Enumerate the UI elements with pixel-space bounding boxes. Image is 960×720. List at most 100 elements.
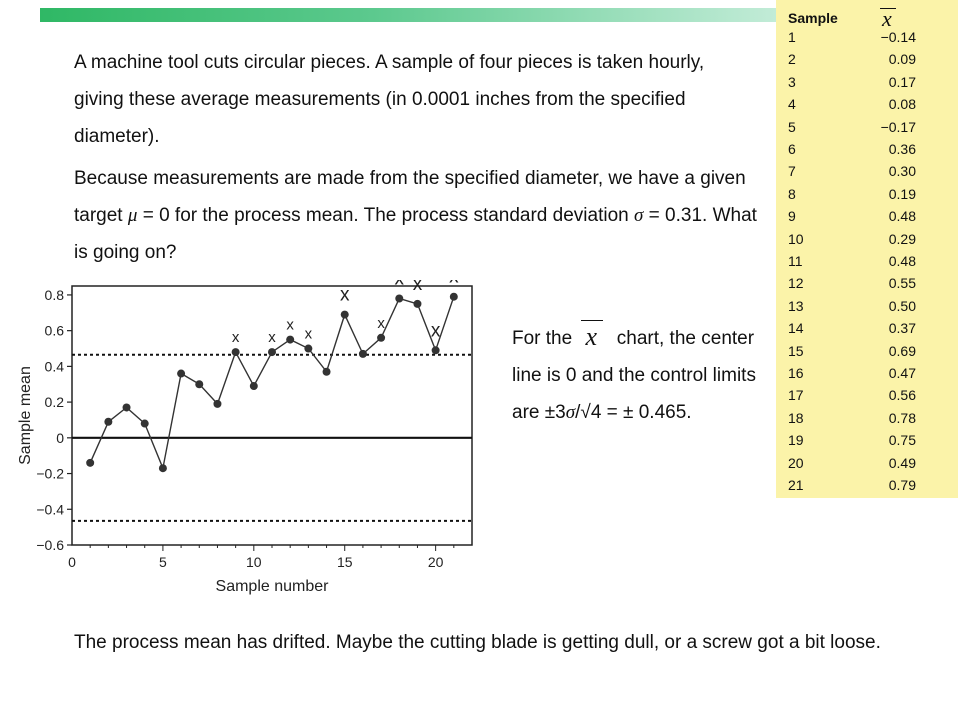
data-point — [413, 299, 422, 308]
table-row: 5 −0.17 — [788, 119, 948, 141]
x-tick-label: 0 — [68, 554, 76, 570]
target-paragraph: Because measurements are made from the s… — [74, 168, 757, 263]
table-row: 3 0.17 — [788, 74, 948, 96]
y-tick-label: 0.6 — [45, 323, 65, 339]
data-point — [340, 310, 349, 319]
data-point — [122, 403, 131, 412]
table-row: 6 0.36 — [788, 141, 948, 163]
x-tick-label: 15 — [337, 554, 353, 570]
table-cell-sample: 11 — [788, 253, 803, 269]
y-tick-label: 0.8 — [45, 287, 65, 303]
table-cell-mean: 0.48 — [888, 253, 916, 269]
table-cell-mean: 0.55 — [888, 275, 916, 292]
table-cell-sample: 21 — [788, 477, 804, 493]
table-header-sample: Sample — [788, 10, 838, 26]
table-row: 8 0.19 — [788, 186, 948, 208]
table-row: 11 0.48 — [788, 253, 948, 275]
conclusion-paragraph: The process mean has drifted. Maybe the … — [74, 632, 881, 653]
table-cell-sample: 4 — [788, 96, 796, 113]
y-tick-label: −0.6 — [36, 537, 64, 553]
table-cell-sample: 13 — [788, 297, 804, 314]
series-line — [89, 296, 455, 471]
data-point — [104, 417, 113, 426]
table-cell-mean: 0.36 — [888, 141, 916, 157]
table-cell-sample: 6 — [788, 141, 796, 157]
y-tick-label: −0.4 — [36, 501, 64, 517]
y-tick-label: −0.2 — [36, 466, 64, 482]
table-cell-sample: 2 — [788, 51, 796, 68]
table-cell-sample: 18 — [788, 409, 804, 426]
data-point — [377, 333, 386, 342]
table-row: 4 0.08 — [788, 96, 948, 118]
table-cell-mean: 0.78 — [888, 409, 916, 426]
data-point — [249, 382, 258, 391]
table-cell-sample: 5 — [788, 118, 796, 135]
y-tick-label: 0.4 — [45, 358, 65, 374]
out-of-control-mark: x — [413, 280, 423, 295]
out-of-control-mark: x — [268, 329, 276, 346]
table-cell-mean: 0.47 — [888, 365, 916, 381]
data-point — [86, 458, 95, 467]
x-tick-label: 20 — [428, 554, 444, 570]
out-of-control-mark: x — [232, 329, 240, 346]
table-cell-mean: 0.37 — [888, 320, 916, 337]
x-tick-label: 10 — [246, 554, 262, 570]
control-limit-note: For the x chart, the center line is 0 an… — [512, 320, 756, 423]
data-point — [177, 369, 186, 378]
out-of-control-mark: x — [431, 320, 441, 341]
table-cell-mean: 0.17 — [888, 73, 916, 90]
data-point — [231, 348, 240, 357]
out-of-control-mark: x — [377, 315, 385, 332]
table-cell-sample: 17 — [788, 387, 804, 404]
out-of-control-mark: x — [305, 326, 313, 343]
table-cell-mean: 0.30 — [888, 163, 916, 180]
out-of-control-mark: x — [340, 285, 350, 306]
table-cell-sample: 12 — [788, 275, 804, 292]
table-row: 17 0.56 — [788, 387, 948, 409]
table-cell-sample: 16 — [788, 365, 804, 381]
table-row: 15 0.69 — [788, 343, 948, 365]
table-cell-sample: 19 — [788, 432, 804, 449]
x-axis-label: Sample number — [216, 578, 330, 595]
y-axis-label: Sample mean — [17, 366, 34, 465]
sigma-symbol: σ — [634, 205, 644, 226]
table-cell-mean: 0.48 — [888, 208, 916, 225]
table-cell-mean: 0.50 — [888, 297, 916, 314]
y-tick-label: 0.2 — [45, 394, 65, 410]
table-cell-sample: 10 — [788, 230, 804, 247]
table-row: 18 0.78 — [788, 410, 948, 432]
data-point — [358, 349, 367, 358]
note-sigma-symbol: σ — [565, 402, 576, 423]
table-row: 13 0.50 — [788, 298, 948, 320]
data-point — [395, 294, 404, 303]
control-chart: −0.6 −0.4 −0.2 0 0.2 0.4 0.6 0.8 0 5 10 15 20 Sample … — [17, 280, 473, 595]
table-row: 2 0.09 — [788, 51, 948, 73]
table-cell-mean: 0.29 — [888, 230, 916, 247]
table-cell-mean: 0.19 — [888, 185, 916, 202]
intro-paragraph: A machine tool cuts circular pieces. A s… — [74, 52, 705, 147]
data-point — [304, 344, 313, 353]
table-row: 7 0.30 — [788, 163, 948, 185]
out-of-control-mark: x — [395, 280, 405, 290]
table-row: 10 0.29 — [788, 231, 948, 253]
table-cell-sample: 1 — [788, 29, 796, 45]
table-row: 20 0.49 — [788, 455, 948, 477]
table-cell-sample: 14 — [788, 320, 804, 337]
table-cell-mean: −0.14 — [880, 29, 916, 45]
data-point — [268, 348, 276, 357]
title-accent-bar — [40, 8, 780, 22]
table-cell-sample: 7 — [788, 163, 796, 180]
out-of-control-mark: x — [449, 280, 459, 288]
data-point — [286, 335, 295, 344]
table-row: 14 0.37 — [788, 320, 948, 342]
data-table: Sample x 1 −0.14 2 0.09 3 0.17 4 0.08 5 −0.17 6 0.3… — [776, 0, 958, 498]
table-row: 12 0.55 — [788, 275, 948, 297]
table-row: 21 0.79 — [788, 477, 948, 499]
table-cell-mean: 0.69 — [888, 342, 916, 359]
data-point — [195, 380, 204, 389]
table-cell-mean: 0.56 — [888, 387, 916, 404]
table-cell-sample: 9 — [788, 208, 796, 225]
x-tick-label: 5 — [159, 554, 167, 570]
data-point — [449, 292, 458, 301]
mu-symbol: μ — [127, 205, 138, 226]
